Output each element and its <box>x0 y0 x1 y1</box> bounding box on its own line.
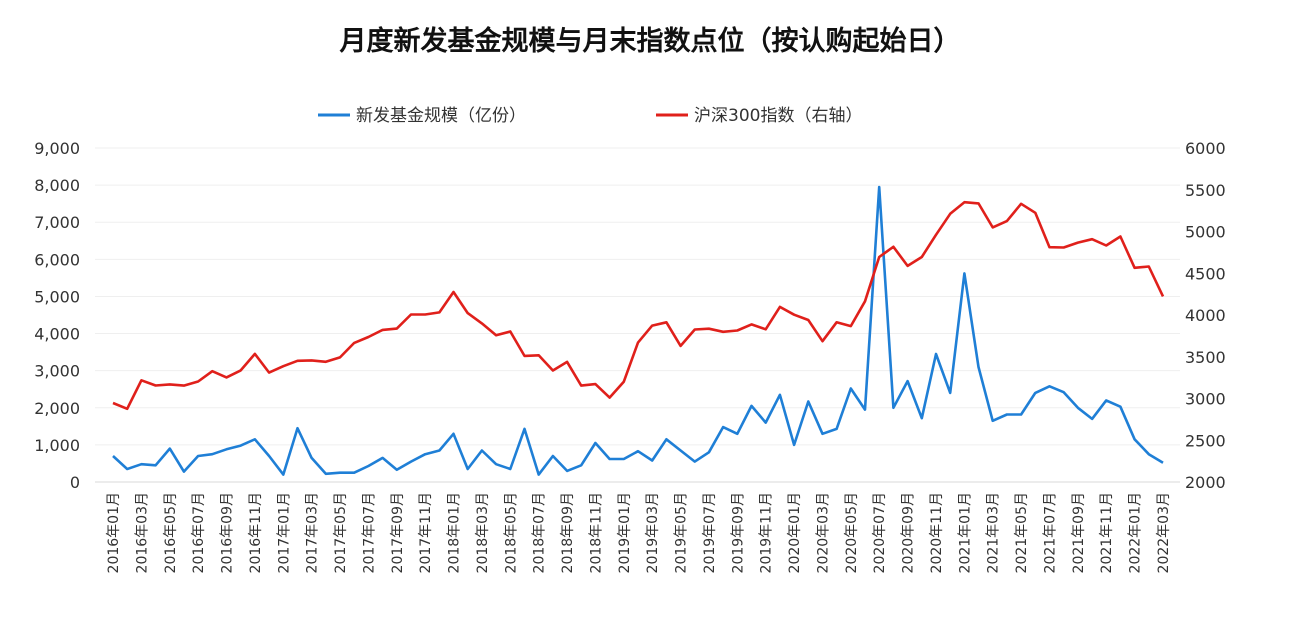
y-right-tick-label: 5000 <box>1185 223 1226 242</box>
y-right-tick-label: 4500 <box>1185 264 1226 283</box>
x-tick-label: 2019年05月 <box>674 492 690 573</box>
x-tick-label: 2020年03月 <box>815 492 831 573</box>
x-tick-label: 2021年07月 <box>1042 492 1058 573</box>
x-tick-label: 2019年01月 <box>617 492 633 573</box>
y-left-tick-label: 4,000 <box>34 325 80 344</box>
x-tick-label: 2022年01月 <box>1128 492 1144 573</box>
x-tick-label: 2019年07月 <box>702 492 718 573</box>
x-tick-label: 2017年07月 <box>361 492 377 573</box>
x-tick-label: 2017年03月 <box>305 492 321 573</box>
x-tick-label: 2016年09月 <box>220 492 236 573</box>
y-left-tick-label: 0 <box>70 473 80 492</box>
y-left-tick-label: 2,000 <box>34 399 80 418</box>
x-tick-label: 2021年11月 <box>1099 492 1115 573</box>
y-right-tick-label: 4000 <box>1185 306 1226 325</box>
x-tick-label: 2016年01月 <box>106 492 122 573</box>
x-tick-label: 2020年09月 <box>901 492 917 573</box>
series-line-index <box>112 200 1165 411</box>
y-right-tick-label: 5500 <box>1185 181 1226 200</box>
legend: 新发基金规模（亿份） 沪深300指数（右轴） <box>318 106 862 126</box>
legend-label-fund: 新发基金规模（亿份） <box>356 106 526 126</box>
x-tick-label: 2017年01月 <box>276 492 292 573</box>
x-tick-label: 2021年03月 <box>986 492 1002 573</box>
x-tick-label: 2020年11月 <box>929 492 945 573</box>
x-tick-label: 2016年05月 <box>163 492 179 573</box>
y-left-tick-label: 6,000 <box>34 250 80 269</box>
x-tick-label: 2020年07月 <box>872 492 888 573</box>
legend-label-index: 沪深300指数（右轴） <box>694 106 862 126</box>
x-tick-label: 2017年05月 <box>333 492 349 573</box>
y-left-tick-label: 7,000 <box>34 213 80 232</box>
y-left-tick-label: 1,000 <box>34 436 80 455</box>
x-tick-label: 2018年03月 <box>475 492 491 573</box>
x-tick-label: 2016年07月 <box>191 492 207 573</box>
x-tick-label: 2019年11月 <box>759 492 775 573</box>
chart-title: 月度新发基金规模与月末指数点位（按认购起始日） <box>339 25 961 57</box>
x-tick-label: 2019年09月 <box>730 492 746 573</box>
x-tick-label: 2021年05月 <box>1014 492 1030 573</box>
y-left-tick-label: 3,000 <box>34 362 80 381</box>
y-left-tick-label: 9,000 <box>34 139 80 158</box>
x-tick-label: 2018年09月 <box>560 492 576 573</box>
y-right-tick-label: 6000 <box>1185 139 1226 158</box>
x-tick-label: 2018年07月 <box>532 492 548 573</box>
x-tick-label: 2017年09月 <box>390 492 406 573</box>
x-tick-label: 2018年05月 <box>503 492 519 573</box>
x-tick-label: 2021年09月 <box>1071 492 1087 573</box>
x-tick-label: 2020年05月 <box>844 492 860 573</box>
x-tick-label: 2018年01月 <box>447 492 463 573</box>
y-right-tick-label: 2000 <box>1185 473 1226 492</box>
x-tick-label: 2017年11月 <box>418 492 434 573</box>
x-tick-label: 2022年03月 <box>1156 492 1172 573</box>
series-line-fund <box>112 185 1164 476</box>
y-right-tick-label: 3000 <box>1185 390 1226 409</box>
x-tick-label: 2020年01月 <box>787 492 803 573</box>
x-tick-label: 2021年01月 <box>957 492 973 573</box>
x-tick-label: 2019年03月 <box>645 492 661 573</box>
x-tick-label: 2016年03月 <box>134 492 150 573</box>
y-right-tick-label: 2500 <box>1185 431 1226 450</box>
y-left-tick-label: 5,000 <box>34 287 80 306</box>
y-left-tick-label: 8,000 <box>34 176 80 195</box>
y-right-tick-label: 3500 <box>1185 348 1226 367</box>
x-tick-label: 2018年11月 <box>588 492 604 573</box>
x-tick-label: 2016年11月 <box>248 492 264 573</box>
